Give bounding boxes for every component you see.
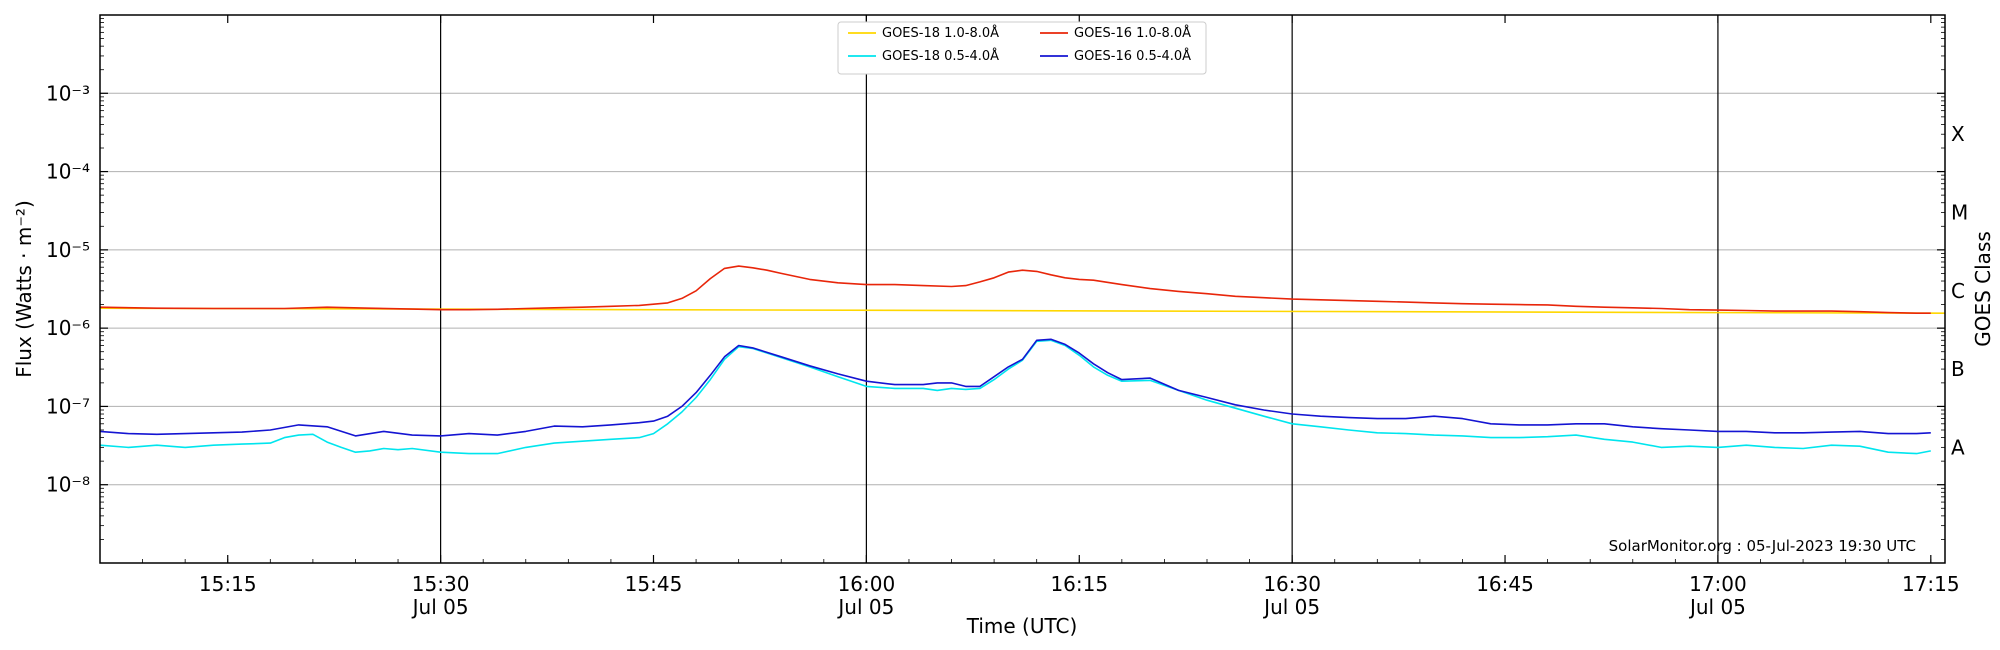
gridlines — [100, 92, 1945, 486]
x-tick-label: 15:30 — [412, 572, 470, 596]
goes-class-label-A: A — [1951, 435, 1965, 459]
x-tick-label: 17:15 — [1902, 572, 1960, 596]
y-tick-label: 10⁻⁷ — [46, 394, 90, 418]
x-axis-label: Time (UTC) — [966, 614, 1078, 638]
goes-class-label-X: X — [1951, 122, 1965, 146]
y2-axis-label: GOES Class — [1971, 231, 1995, 347]
goes-class-label-M: M — [1951, 201, 1968, 225]
legend-entry-2: GOES-16 1.0-8.0Å — [1074, 25, 1191, 41]
footer-credit: SolarMonitor.org : 05-Jul-2023 19:30 UTC — [1609, 537, 1916, 555]
legend-entry-1: GOES-18 0.5-4.0Å — [882, 48, 999, 64]
legend-frame — [837, 21, 1207, 75]
y-axis-ticks: 10⁻⁸ 10⁻⁷ 10⁻⁶ 10⁻⁵ 10⁻⁴ 10⁻³ — [46, 18, 1945, 540]
goes-class-labels: A B C M X — [1951, 122, 1968, 459]
y-tick-label: 10⁻⁵ — [46, 238, 90, 262]
plot-frame — [99, 14, 1946, 564]
x-tick-label: 16:45 — [1476, 572, 1534, 596]
y-tick-label: 10⁻⁸ — [46, 473, 90, 497]
y-tick-label: 10⁻³ — [46, 81, 90, 105]
y-tick-label: 10⁻⁴ — [46, 160, 90, 184]
x-tick-date-label: Jul 05 — [411, 595, 469, 619]
legend-entry-3: GOES-16 0.5-4.0Å — [1074, 48, 1191, 64]
y-tick-label: 10⁻⁶ — [46, 316, 90, 340]
x-tick-label: 15:45 — [625, 572, 683, 596]
goes-class-label-B: B — [1951, 357, 1965, 381]
vertical-time-markers — [440, 15, 1719, 563]
series-layer — [99, 265, 1946, 455]
x-tick-label: 16:30 — [1263, 572, 1321, 596]
x-tick-label: 17:00 — [1689, 572, 1747, 596]
legend-entry-0: GOES-18 1.0-8.0Å — [882, 25, 999, 41]
series-line-3 — [99, 338, 1931, 437]
x-tick-label: 16:00 — [838, 572, 896, 596]
legend: GOES-18 1.0-8.0Å GOES-18 0.5-4.0Å GOES-16 … — [837, 21, 1207, 75]
x-tick-date-label: Jul 05 — [1688, 595, 1746, 619]
y-axis-label: Flux (Watts · m⁻²) — [12, 200, 36, 378]
goes-class-label-C: C — [1951, 279, 1965, 303]
x-tick-label: 16:15 — [1050, 572, 1108, 596]
series-line-1 — [99, 265, 1931, 315]
x-tick-date-label: Jul 05 — [1262, 595, 1320, 619]
x-tick-label: 15:15 — [199, 572, 257, 596]
x-tick-date-label: Jul 05 — [836, 595, 894, 619]
series-line-2 — [99, 339, 1931, 455]
